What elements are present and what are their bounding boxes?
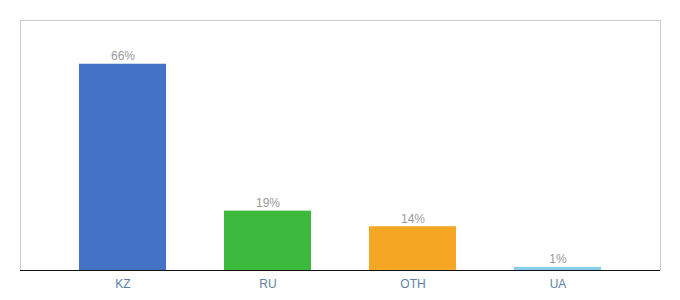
svg-text:RU: RU	[259, 277, 276, 291]
svg-text:14%: 14%	[401, 212, 425, 226]
svg-text:1%: 1%	[549, 252, 567, 266]
svg-text:66%: 66%	[111, 49, 135, 63]
svg-text:19%: 19%	[256, 196, 280, 210]
svg-text:KZ: KZ	[115, 277, 130, 291]
svg-text:UA: UA	[550, 277, 567, 291]
svg-text:OTH: OTH	[400, 277, 425, 291]
